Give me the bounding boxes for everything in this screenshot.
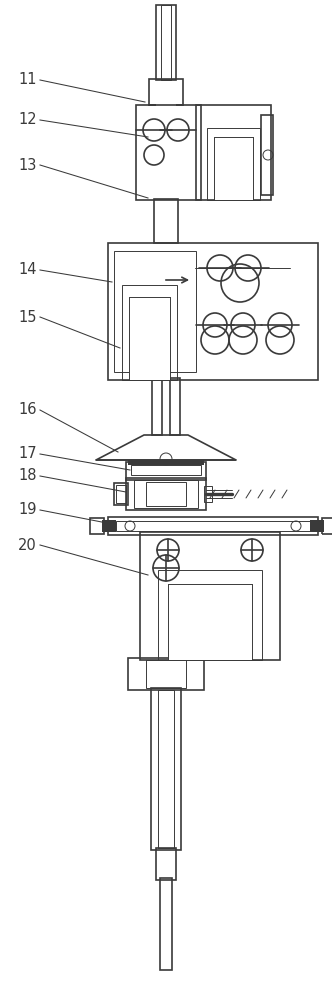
Bar (160, 878, 172, 970)
Text: 13: 13 (18, 157, 37, 172)
Bar (134, 480, 198, 508)
Bar (146, 482, 186, 506)
Bar (114, 483, 128, 505)
Text: 12: 12 (18, 112, 37, 127)
Bar (207, 128, 260, 200)
Text: 14: 14 (18, 262, 37, 277)
Bar (170, 378, 180, 435)
Bar (146, 660, 186, 688)
Bar (168, 584, 252, 660)
Text: 18: 18 (18, 468, 37, 484)
Bar (261, 115, 273, 195)
Bar (102, 520, 116, 532)
Bar (149, 79, 183, 105)
Bar (122, 285, 177, 380)
Bar (131, 465, 201, 475)
Bar (108, 243, 318, 380)
Bar (136, 105, 201, 200)
Bar (214, 137, 253, 200)
Bar (126, 462, 206, 480)
Bar (128, 658, 204, 690)
Bar (114, 251, 196, 372)
Text: 11: 11 (18, 73, 37, 88)
Bar (154, 199, 178, 243)
Bar (158, 690, 174, 848)
Bar (151, 688, 181, 850)
Bar (116, 485, 126, 503)
Text: 20: 20 (18, 538, 37, 552)
Bar (156, 103, 176, 107)
Text: 15: 15 (18, 310, 37, 324)
Bar (156, 5, 176, 80)
Bar (108, 517, 318, 535)
Bar (156, 848, 176, 880)
Bar (310, 520, 324, 532)
Bar (90, 518, 104, 534)
Bar (161, 5, 171, 80)
Bar (196, 105, 271, 200)
Bar (128, 460, 204, 465)
Bar (204, 486, 212, 502)
Text: 16: 16 (18, 402, 37, 418)
Bar (158, 570, 262, 660)
Bar (126, 478, 206, 510)
Bar (116, 521, 310, 531)
Text: 17: 17 (18, 446, 37, 462)
Bar (140, 532, 280, 660)
Bar (322, 518, 332, 534)
Bar (129, 297, 170, 380)
Text: 19: 19 (18, 502, 37, 518)
Bar (152, 378, 162, 435)
Bar (156, 103, 176, 107)
